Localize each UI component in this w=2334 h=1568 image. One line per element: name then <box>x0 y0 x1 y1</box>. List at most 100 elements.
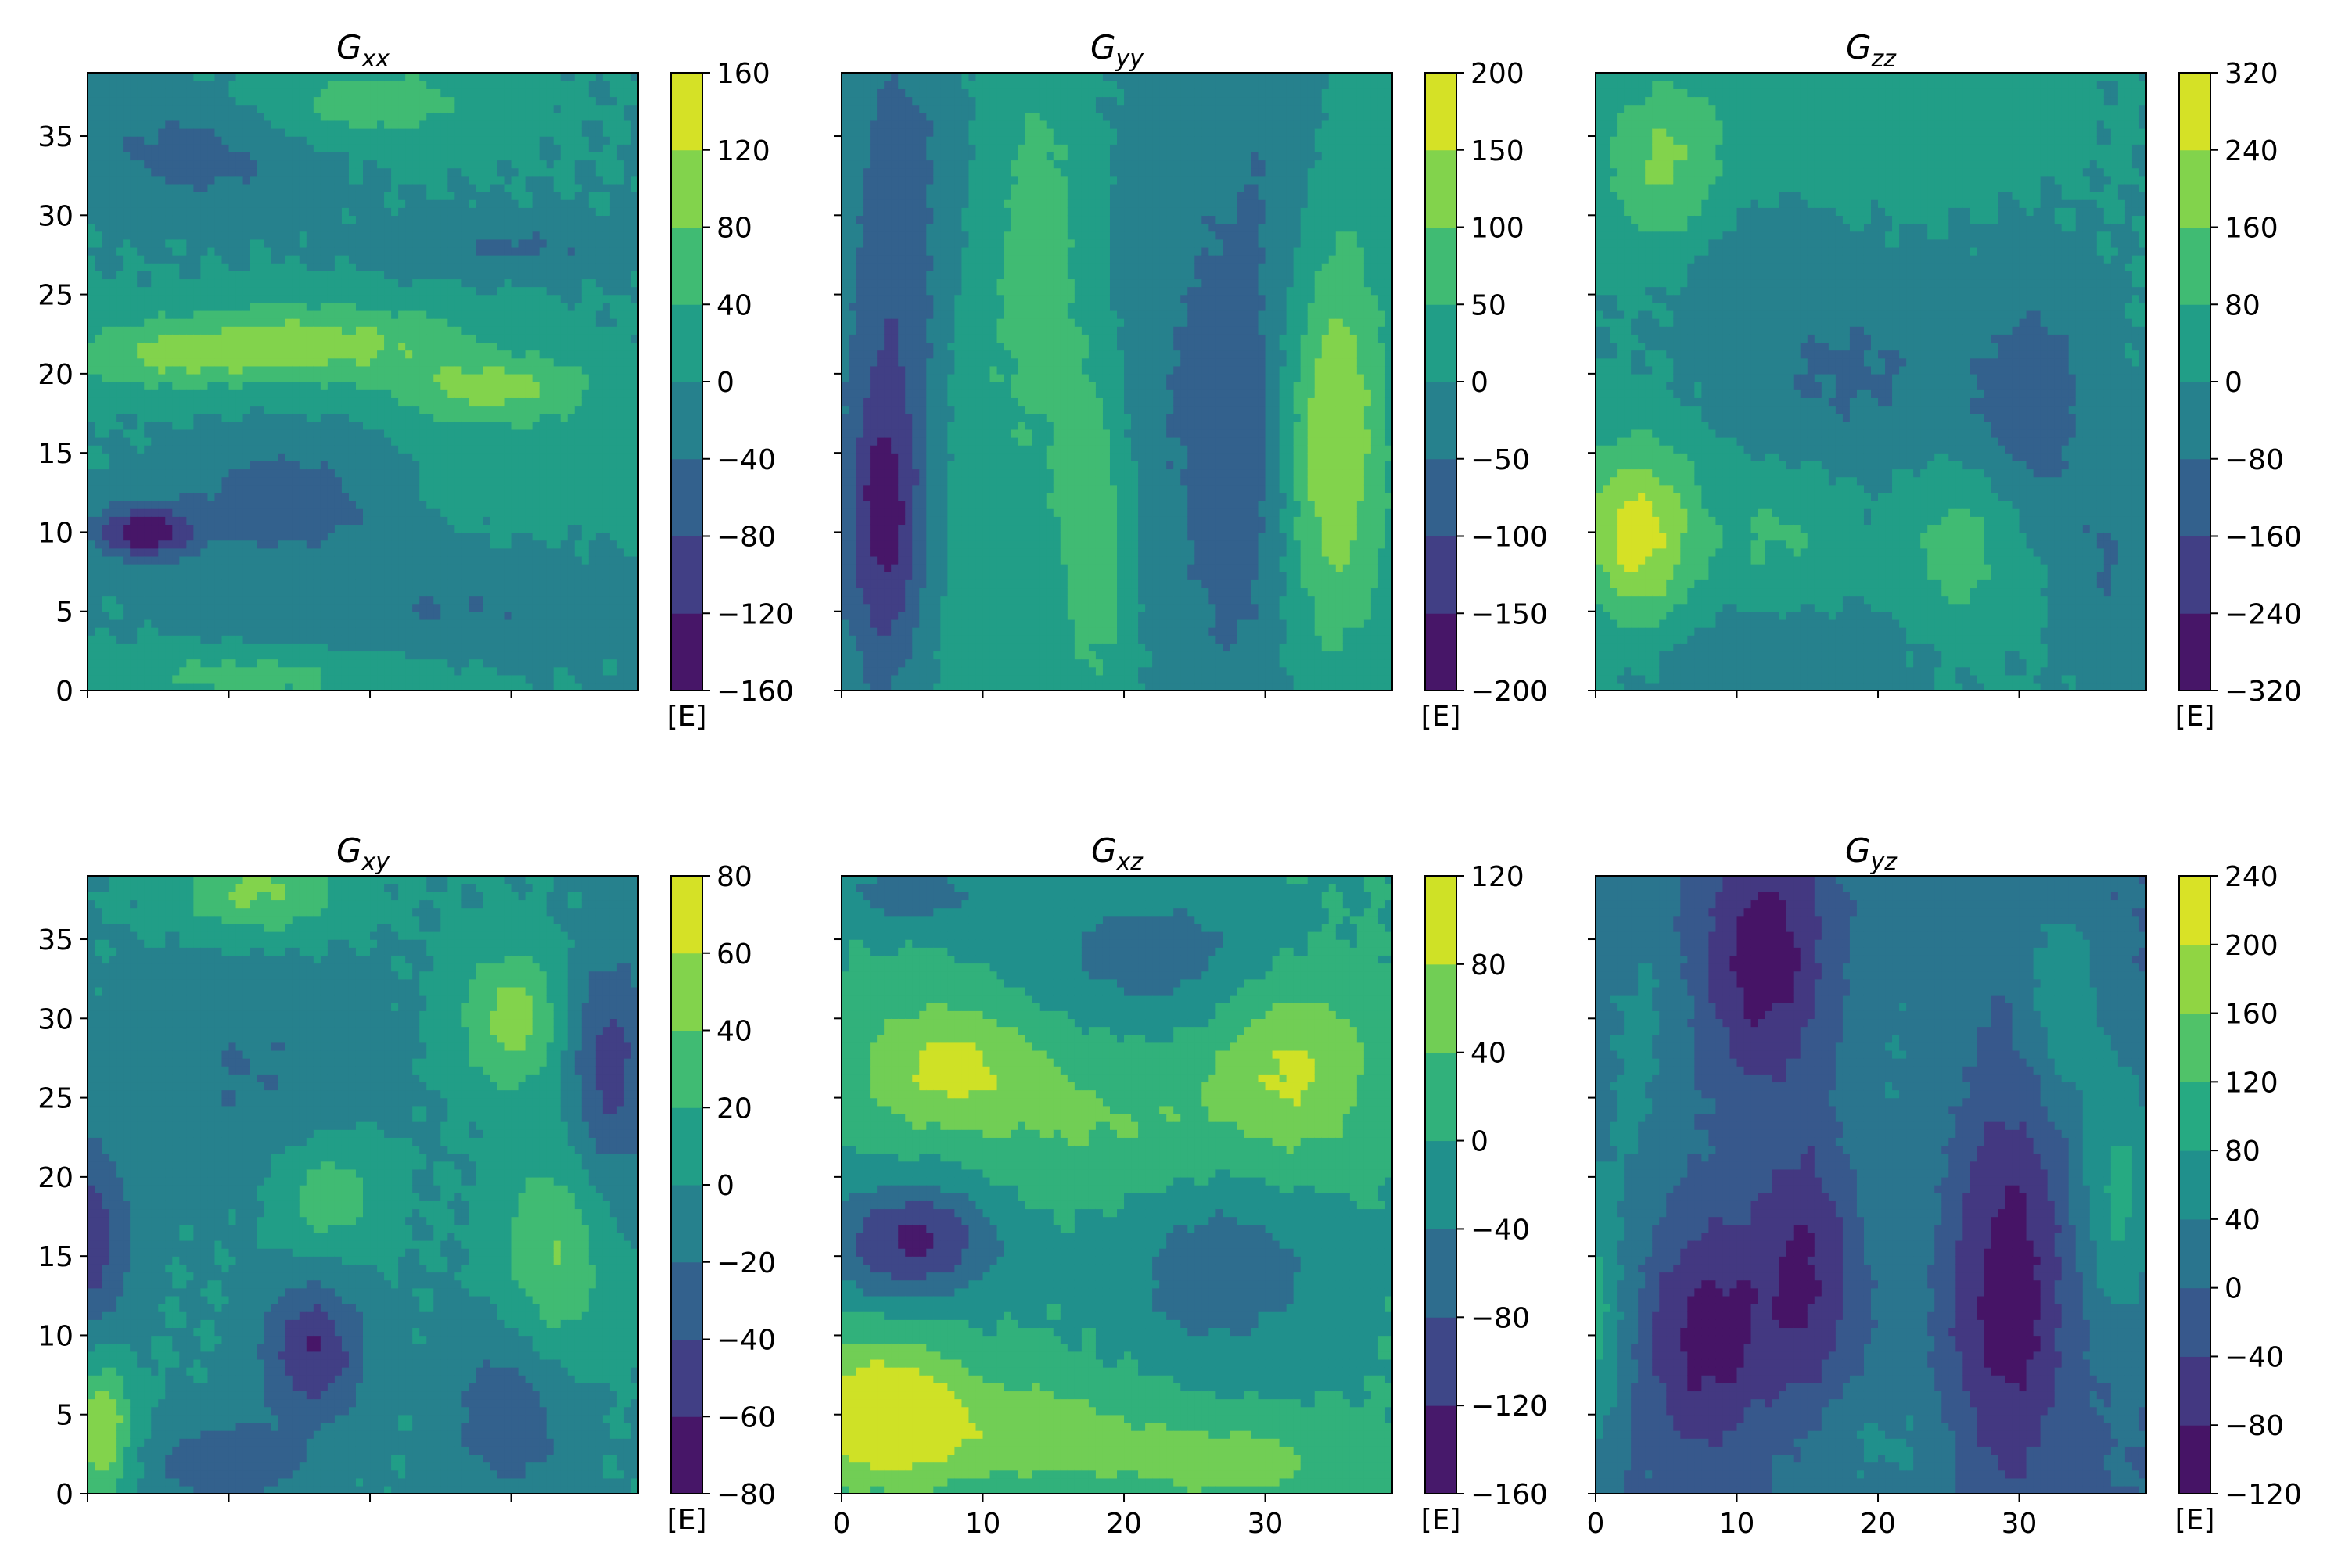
contour-cell <box>313 81 321 89</box>
contour-cell <box>419 572 427 580</box>
contour-cell <box>235 397 244 407</box>
contour-cell <box>469 334 477 343</box>
contour-cell <box>391 532 399 541</box>
contour-cell <box>384 555 392 565</box>
contour-cell <box>144 231 152 240</box>
contour-cell <box>221 484 230 493</box>
contour-cell <box>257 231 265 240</box>
contour-cell <box>207 547 216 557</box>
contour-cell <box>137 246 145 256</box>
contour-cell <box>440 587 449 597</box>
contour-cell <box>454 445 463 454</box>
contour-cell <box>483 674 491 684</box>
contour-cell <box>172 619 181 628</box>
contour-cell <box>102 175 110 185</box>
contour-cell <box>123 382 131 390</box>
contour-cell <box>172 572 181 580</box>
contour-cell <box>398 223 406 232</box>
contour-cell <box>137 413 145 422</box>
contour-cell <box>179 239 188 248</box>
contour-cell <box>313 500 321 509</box>
contour-cell <box>532 357 540 367</box>
contour-cell <box>228 183 237 192</box>
contour-cell <box>221 555 230 565</box>
contour-cell <box>285 453 293 461</box>
contour-cell <box>299 468 307 478</box>
contour-cell <box>377 587 385 597</box>
contour-cell <box>214 302 223 311</box>
contour-cell <box>137 484 145 493</box>
contour-cell <box>179 104 188 113</box>
contour-cell <box>186 547 195 557</box>
contour-cell <box>490 579 498 589</box>
contour-cell <box>137 500 145 509</box>
contour-cell <box>419 326 427 335</box>
contour-cell <box>221 239 230 248</box>
contour-cell <box>525 286 533 296</box>
contour-cell <box>242 658 251 668</box>
contour-cell <box>377 405 385 414</box>
contour-cell <box>348 484 357 493</box>
contour-cell <box>123 318 131 327</box>
contour-cell <box>179 413 188 422</box>
contour-cell <box>341 136 350 145</box>
contour-cell <box>95 127 102 137</box>
contour-cell <box>285 563 293 572</box>
contour-cell <box>95 73 102 81</box>
contour-cell <box>391 563 399 572</box>
contour-cell <box>221 215 230 224</box>
contour-cell <box>207 127 216 137</box>
contour-cell <box>271 191 279 200</box>
contour-cell <box>257 603 265 612</box>
contour-cell <box>483 136 491 145</box>
contour-cell <box>377 81 385 89</box>
contour-cell <box>228 626 237 636</box>
contour-cell <box>476 342 484 351</box>
contour-cell <box>102 461 110 470</box>
contour-cell <box>257 112 265 121</box>
contour-cell <box>447 389 456 398</box>
contour-cell <box>158 508 166 517</box>
contour-cell <box>398 587 406 597</box>
contour-cell <box>348 382 357 390</box>
contour-cell <box>433 286 441 296</box>
contour-cell <box>497 651 505 660</box>
contour-cell <box>144 445 152 454</box>
contour-cell <box>532 81 540 89</box>
contour-cell <box>158 547 166 557</box>
contour-cell <box>165 120 174 129</box>
contour-cell <box>235 651 244 660</box>
contour-cell <box>165 682 174 691</box>
contour-cell <box>518 88 526 98</box>
contour-cell <box>228 445 237 454</box>
contour-cell <box>412 175 420 185</box>
contour-cell <box>88 278 95 288</box>
contour-cell <box>532 643 540 652</box>
contour-cell <box>518 112 526 121</box>
contour-cell <box>440 603 449 612</box>
contour-cell <box>235 484 244 493</box>
contour-cell <box>144 651 152 660</box>
contour-cell <box>299 302 307 311</box>
contour-cell <box>419 357 427 367</box>
contour-cell <box>165 263 174 271</box>
contour-cell <box>137 587 145 597</box>
contour-cell <box>193 382 202 390</box>
contour-cell <box>454 587 463 597</box>
contour-cell <box>511 373 519 382</box>
contour-cell <box>200 271 209 280</box>
contour-cell <box>271 373 279 382</box>
contour-cell <box>497 429 505 438</box>
contour-cell <box>469 183 477 192</box>
contour-cell <box>130 342 138 351</box>
contour-cell <box>179 207 188 217</box>
contour-cell <box>511 453 519 461</box>
contour-cell <box>299 120 307 129</box>
contour-cell <box>320 524 329 533</box>
contour-cell <box>440 643 449 652</box>
contour-cell <box>476 619 484 628</box>
contour-cell <box>412 476 420 486</box>
contour-cell <box>469 96 477 106</box>
contour-cell <box>313 468 321 478</box>
contour-cell <box>102 127 110 137</box>
